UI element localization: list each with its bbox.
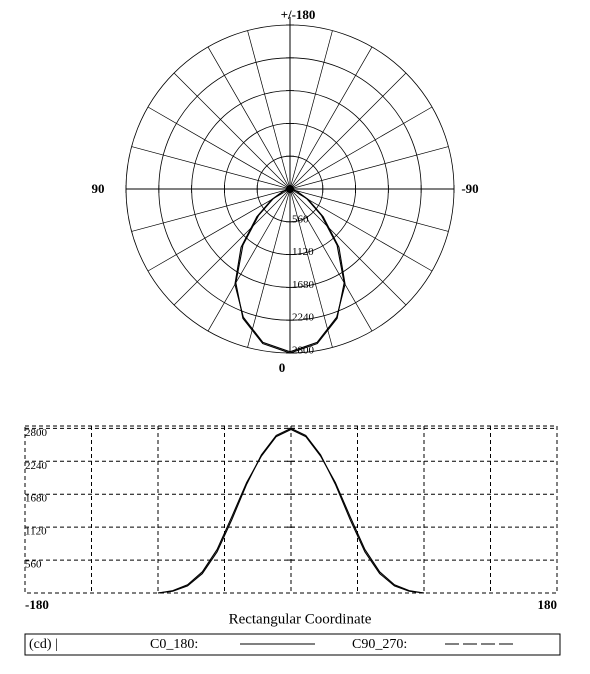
polar-r-label: 2240 <box>292 312 315 324</box>
polar-curve <box>234 188 346 353</box>
y-tick-label: 1680 <box>25 493 48 505</box>
legend-unit: (cd) | <box>29 637 58 652</box>
polar-top-label: +/-180 <box>281 7 316 22</box>
polar-bottom-label: 0 <box>279 360 286 375</box>
x-tick-label: 180 <box>538 597 558 612</box>
x-tick-label: -180 <box>25 597 49 612</box>
rect-title: Rectangular Coordinate <box>229 611 372 627</box>
polar-left-label: 90 <box>92 181 105 196</box>
polar-r-label: 560 <box>292 213 309 225</box>
y-tick-label: 560 <box>25 559 42 571</box>
y-tick-label: 1120 <box>25 526 47 538</box>
polar-right-label: -90 <box>461 181 478 196</box>
legend-label: C0_180: <box>150 637 198 652</box>
y-tick-label: 2800 <box>25 427 48 439</box>
rect-curve <box>157 428 425 594</box>
polar-r-label: 2800 <box>292 345 315 357</box>
rect-curve <box>157 427 425 594</box>
polar-r-label: 1680 <box>292 279 315 291</box>
polar-r-label: 1120 <box>292 246 314 258</box>
y-tick-label: 2240 <box>25 460 48 472</box>
legend-box <box>24 633 561 656</box>
legend-label: C90_270: <box>352 637 407 652</box>
